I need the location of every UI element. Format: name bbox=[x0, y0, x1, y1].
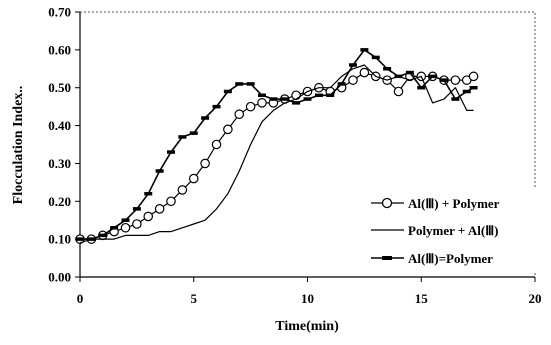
data-point-0 bbox=[166, 196, 176, 207]
data-point-0 bbox=[257, 98, 267, 108]
data-point-0 bbox=[393, 86, 404, 97]
x-tick-label: 5 bbox=[191, 291, 198, 306]
data-point-0 bbox=[223, 124, 233, 135]
legend-item-0: Al(Ⅲ) + Polymer bbox=[371, 196, 500, 211]
data-point-0 bbox=[359, 67, 370, 78]
y-ticks: 0.00 0.10 0.20 0.30 0.40 0.50 0.60 0.70 bbox=[48, 5, 80, 285]
data-point-0 bbox=[200, 158, 210, 169]
legend-label-2: Al(Ⅲ)=Polymer bbox=[408, 251, 493, 266]
y-tick-label: 0.70 bbox=[48, 5, 71, 20]
data-point-0 bbox=[132, 219, 142, 229]
x-tick-label: 0 bbox=[77, 291, 84, 306]
data-point-0 bbox=[450, 75, 461, 85]
x-tick-label: 15 bbox=[415, 291, 429, 306]
series-line-1 bbox=[79, 64, 474, 244]
data-point-0 bbox=[154, 204, 165, 214]
y-tick-label: 0.60 bbox=[48, 42, 71, 57]
y-tick-label: 0.50 bbox=[48, 80, 71, 95]
y-axis-title: Flocculation Index.. bbox=[11, 86, 26, 205]
data-point-0 bbox=[245, 101, 256, 112]
data-point-0 bbox=[348, 75, 358, 85]
data-point-0 bbox=[234, 109, 245, 120]
data-point-0 bbox=[143, 211, 154, 222]
x-axis-title: Time(min) bbox=[275, 319, 339, 334]
data-point-0 bbox=[120, 222, 131, 233]
y-tick-label: 0.10 bbox=[48, 232, 71, 247]
x-tick-label: 10 bbox=[301, 291, 314, 306]
data-point-0 bbox=[177, 185, 188, 195]
y-tick-label: 0.40 bbox=[48, 118, 71, 133]
data-point-0 bbox=[291, 90, 301, 101]
series-layer bbox=[75, 48, 479, 244]
y-tick-label: 0.20 bbox=[48, 194, 71, 209]
legend-item-1: Polymer + Al(Ⅲ) bbox=[371, 223, 499, 238]
y-tick-label: 0.30 bbox=[48, 156, 71, 171]
x-tick-label: 20 bbox=[529, 291, 542, 306]
data-point-0 bbox=[468, 71, 479, 82]
legend-label-1: Polymer + Al(Ⅲ) bbox=[408, 223, 499, 238]
data-point-0 bbox=[188, 173, 199, 184]
x-ticks: 0 5 10 15 20 bbox=[77, 277, 542, 306]
data-point-0 bbox=[211, 139, 222, 150]
y-tick-label: 0.00 bbox=[48, 270, 71, 285]
series-line-2 bbox=[80, 49, 474, 240]
legend-item-2: Al(Ⅲ)=Polymer bbox=[371, 251, 493, 266]
legend-marker-0 bbox=[381, 197, 393, 209]
legend: Al(Ⅲ) + Polymer Polymer + Al(Ⅲ) Al(Ⅲ)=Po… bbox=[368, 187, 538, 272]
legend-label-0: Al(Ⅲ) + Polymer bbox=[408, 196, 500, 211]
